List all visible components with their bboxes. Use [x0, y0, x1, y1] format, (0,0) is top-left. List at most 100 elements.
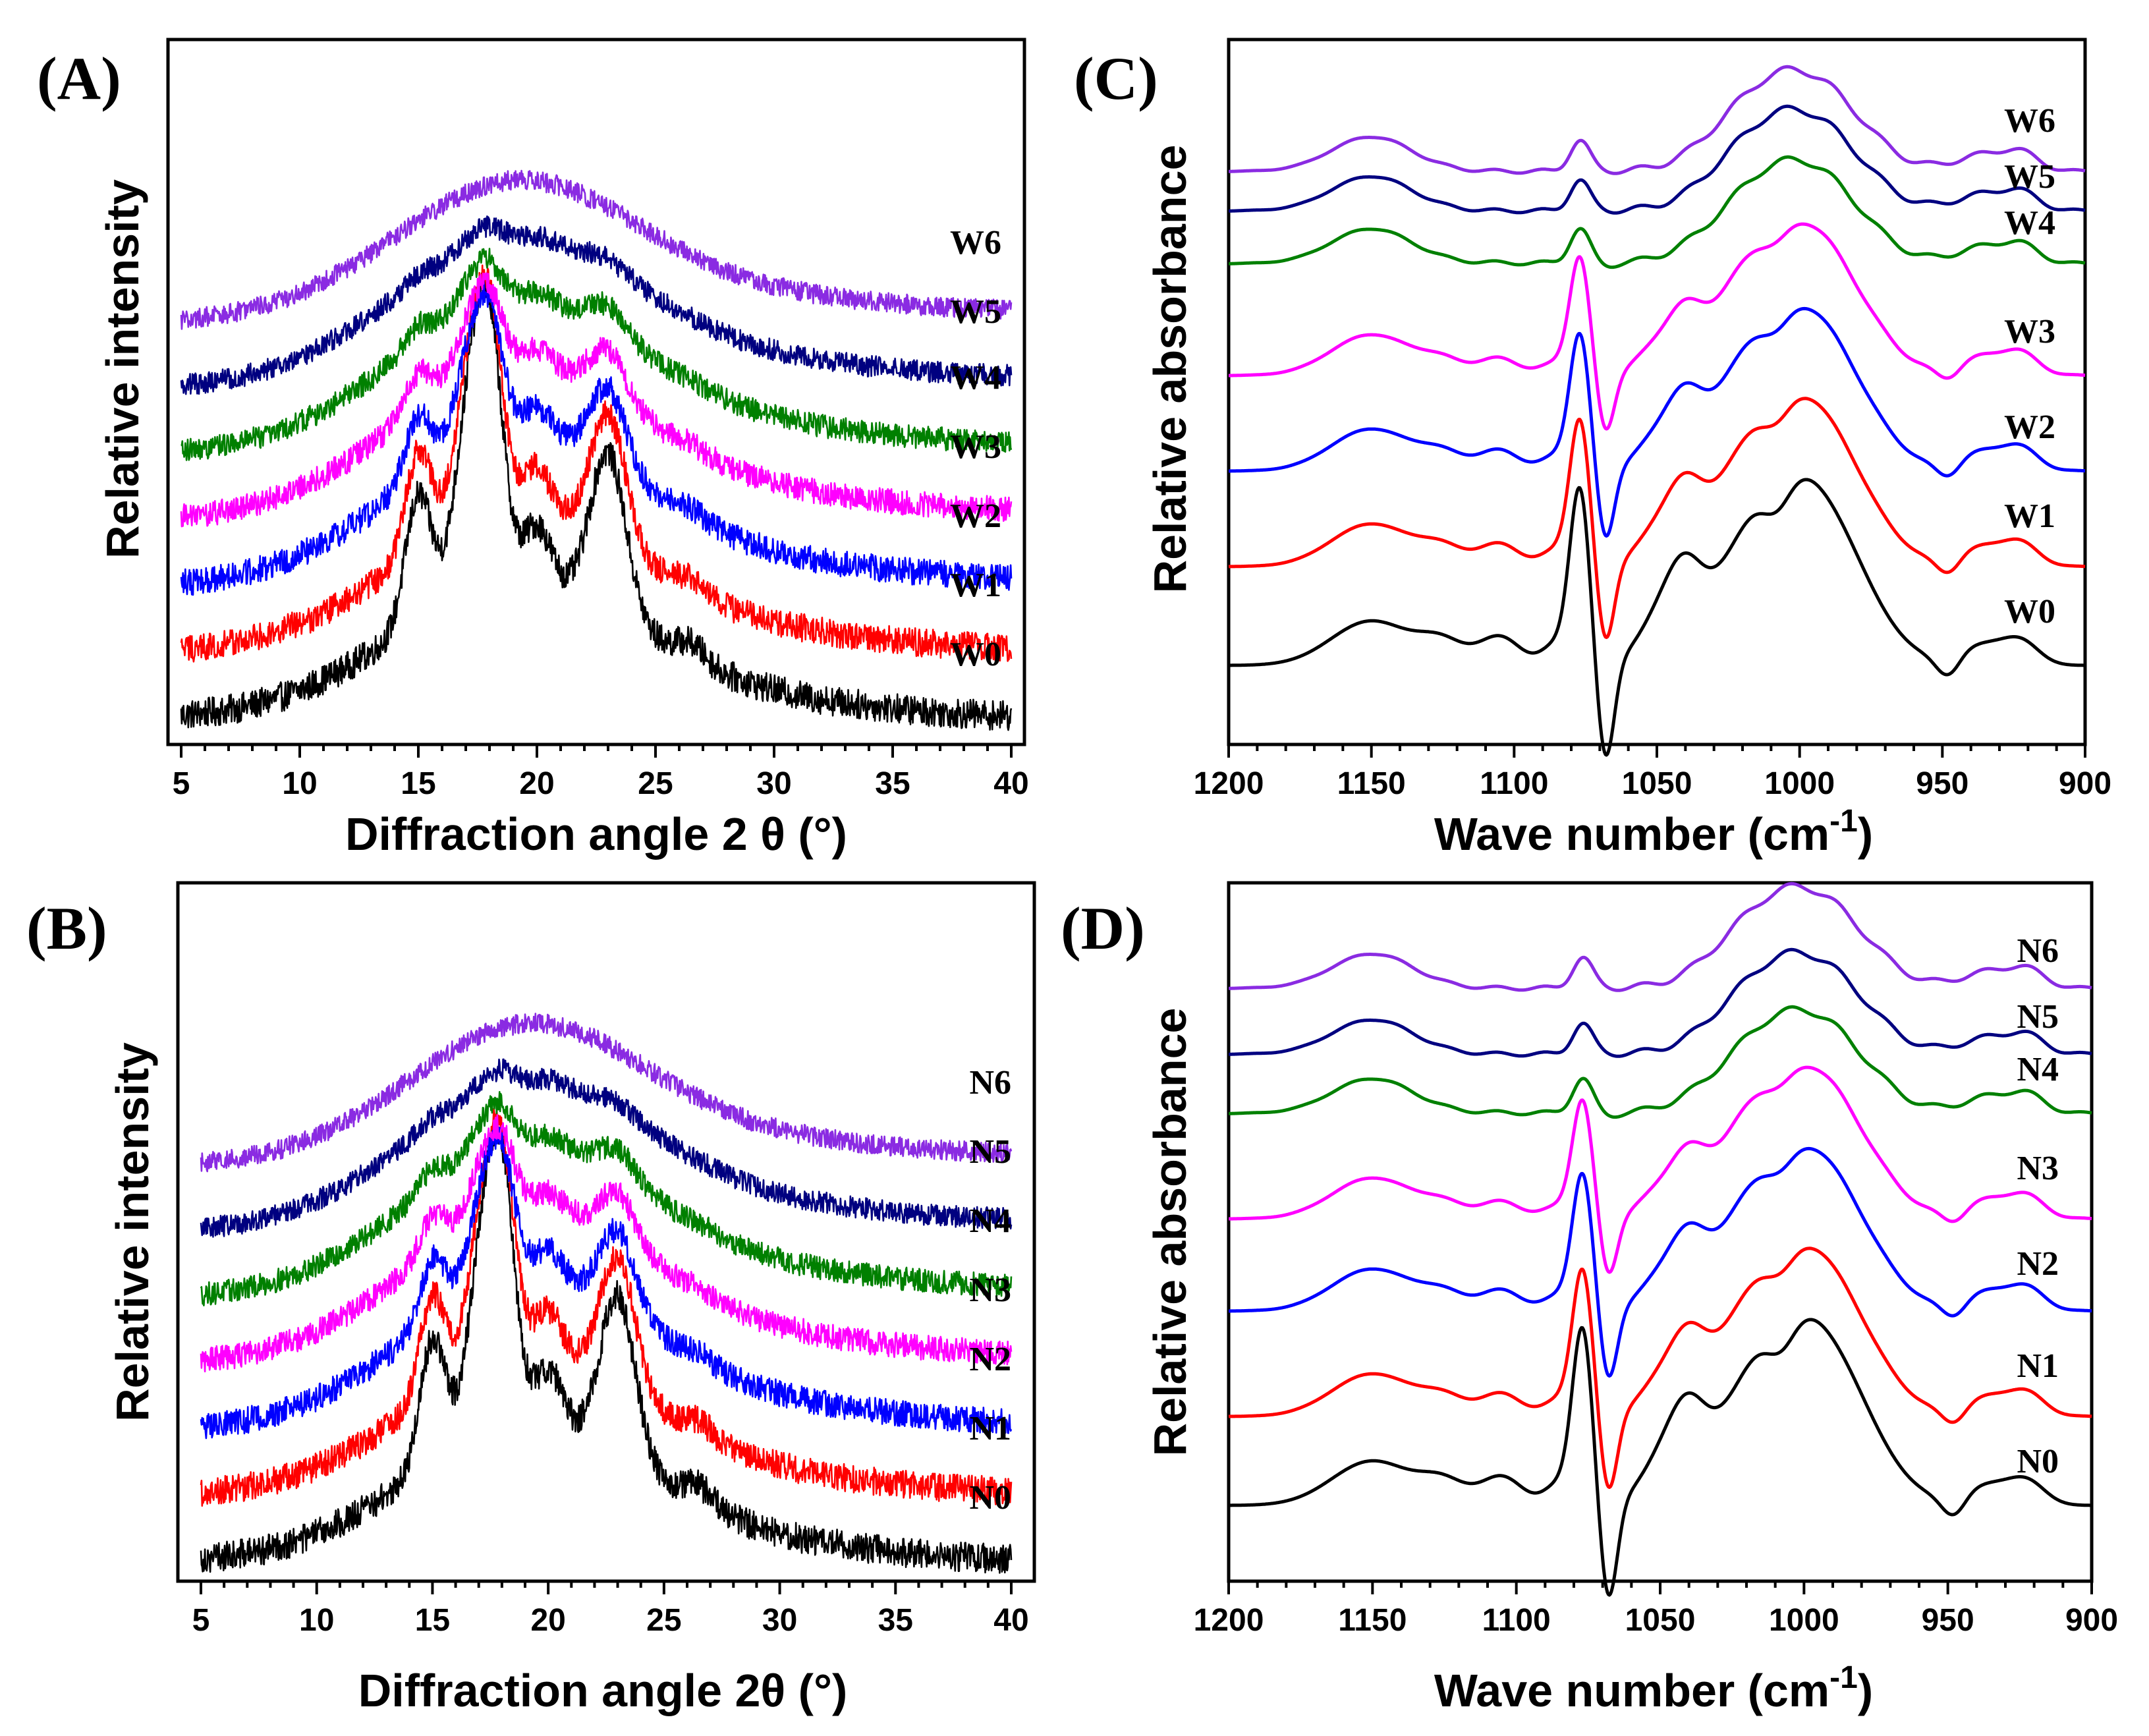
y-axis-title-a: Relative intensity	[97, 179, 148, 559]
series-line-n4	[1228, 1005, 2092, 1119]
x-axis-title-d-end: )	[1858, 1665, 1873, 1716]
curves-b	[200, 1013, 1013, 1574]
series-line-n5	[200, 1058, 1013, 1238]
series-line-w1	[1227, 397, 2086, 639]
series-label-n6: N6	[2017, 932, 2059, 970]
series-line-w6	[1227, 65, 2086, 175]
series-labels-a: W0 W1 W2 W3 W4 W5 W6	[950, 224, 1001, 673]
series-line-n1	[200, 1106, 1013, 1507]
series-label-w4: W4	[2004, 204, 2055, 242]
x-axis-title-c: Wave number (cm-1)	[1434, 804, 1873, 860]
x-tick-label-c-1200: 1200	[1194, 766, 1264, 801]
series-line-w4	[181, 248, 1013, 461]
series-line-w2	[1227, 306, 2086, 538]
series-line-w0	[180, 272, 1013, 731]
series-line-n3	[1228, 1065, 2092, 1274]
series-label-n5: N5	[969, 1133, 1011, 1171]
series-label-n0: N0	[2017, 1443, 2059, 1480]
x-axis-title-c-main: Wave number (cm	[1434, 808, 1829, 860]
series-labels-b: N0 N1 N2 N3 N4 N5 N6	[969, 1064, 1011, 1517]
series-label-n0: N0	[969, 1479, 1011, 1517]
series-line-w3	[180, 272, 1013, 528]
x-tick-label-d-1000: 1000	[1769, 1603, 1839, 1638]
x-tick-label-a-25: 25	[638, 766, 673, 801]
series-line-w3	[1227, 222, 2086, 431]
series-label-w0: W0	[950, 636, 1001, 673]
x-tick-label-d-1100: 1100	[1482, 1603, 1551, 1638]
series-label-w2: W2	[2004, 408, 2055, 446]
series-label-w2: W2	[950, 497, 1001, 535]
series-label-n5: N5	[2017, 998, 2059, 1036]
series-line-n6	[200, 1013, 1013, 1173]
series-line-w0	[1227, 478, 2086, 757]
x-tick-label-d-1050: 1050	[1625, 1603, 1696, 1638]
series-labels-d: N0 N1 N2 N3 N4 N5 N6	[2017, 932, 2059, 1480]
x-tick-label-a-5: 5	[173, 766, 190, 801]
x-axis-title-d-sup: -1	[1829, 1660, 1858, 1695]
series-label-n1: N1	[969, 1410, 1011, 1447]
series-line-n2	[1228, 1146, 2092, 1378]
series-line-n2	[200, 1123, 1013, 1440]
curves-d	[1228, 882, 2092, 1597]
series-label-n2: N2	[969, 1341, 1011, 1378]
panel-a: (A) Relative intensity Diffraction angle…	[37, 38, 1029, 860]
curves-c	[1227, 65, 2086, 757]
x-tick-label-b-5: 5	[192, 1603, 210, 1638]
panel-label-d: (D)	[1061, 895, 1145, 962]
x-ticks-b: 5 10 15 20 25 30 35 40	[192, 1581, 1029, 1638]
x-tick-label-a-30: 30	[756, 766, 791, 801]
x-axis-title-d: Wave number (cm-1)	[1434, 1660, 1873, 1716]
plot-frame-b	[176, 881, 1036, 1583]
series-label-w0: W0	[2004, 593, 2055, 630]
x-tick-label-b-10: 10	[299, 1603, 334, 1638]
series-label-w3: W3	[2004, 313, 2055, 350]
x-axis-title-a: Diffraction angle 2 θ (°)	[345, 808, 847, 860]
panel-label-b: (B)	[26, 895, 107, 962]
x-ticks-d: 1200 1150 1100 1050 1000 950 900	[1194, 1581, 2118, 1638]
series-label-w1: W1	[2004, 497, 2055, 535]
x-tick-label-a-15: 15	[401, 766, 435, 801]
series-line-w4	[1227, 155, 2086, 269]
x-tick-label-b-40: 40	[993, 1603, 1028, 1638]
series-line-w5	[180, 215, 1013, 395]
x-axis-title-b: Diffraction angle 2θ (°)	[358, 1665, 848, 1716]
x-tick-label-a-20: 20	[519, 766, 554, 801]
series-label-w5: W5	[2004, 158, 2055, 196]
x-tick-label-a-35: 35	[875, 766, 910, 801]
series-label-w6: W6	[950, 224, 1001, 262]
series-line-n3	[200, 1114, 1013, 1373]
series-label-w1: W1	[950, 567, 1001, 604]
series-label-w4: W4	[950, 359, 1001, 397]
x-tick-label-c-1050: 1050	[1622, 766, 1692, 801]
y-axis-title-d: Relative absorbance	[1144, 1008, 1196, 1457]
panel-c: (C) Relative absorbance Wave number (cm-…	[1074, 38, 2111, 860]
series-label-n4: N4	[2017, 1051, 2059, 1088]
series-label-n1: N1	[2017, 1347, 2059, 1385]
y-axis-title-c: Relative absorbance	[1144, 145, 1196, 594]
series-label-n6: N6	[969, 1064, 1011, 1102]
series-line-n0	[200, 1117, 1013, 1574]
x-tick-label-d-950: 950	[1922, 1603, 1974, 1638]
x-tick-label-d-1200: 1200	[1194, 1603, 1264, 1638]
series-label-n3: N3	[2017, 1150, 2059, 1187]
series-line-w1	[180, 264, 1013, 663]
x-axis-title-d-main: Wave number (cm	[1434, 1665, 1829, 1716]
panel-d: (D) Relative absorbance Wave number (cm-…	[1061, 881, 2118, 1716]
x-tick-label-c-1000: 1000	[1764, 766, 1835, 801]
panel-label-c: (C)	[1074, 45, 1158, 112]
panel-b: (B) Relative intensity Diffraction angle…	[26, 881, 1036, 1716]
series-line-w6	[180, 169, 1013, 330]
series-label-w6: W6	[2004, 102, 2055, 140]
series-label-w5: W5	[950, 293, 1001, 331]
x-ticks-c: 1200 1150 1100 1050 1000 950 900	[1194, 744, 2111, 801]
x-tick-label-d-1150: 1150	[1338, 1603, 1407, 1638]
series-label-w3: W3	[950, 428, 1001, 466]
x-tick-label-b-35: 35	[878, 1603, 913, 1638]
series-label-n2: N2	[2017, 1245, 2059, 1283]
series-label-n3: N3	[969, 1272, 1011, 1309]
series-line-n5	[1228, 947, 2092, 1058]
series-line-n1	[1228, 1246, 2092, 1489]
x-tick-label-d-900: 900	[2065, 1603, 2118, 1638]
x-tick-label-a-40: 40	[993, 766, 1028, 801]
